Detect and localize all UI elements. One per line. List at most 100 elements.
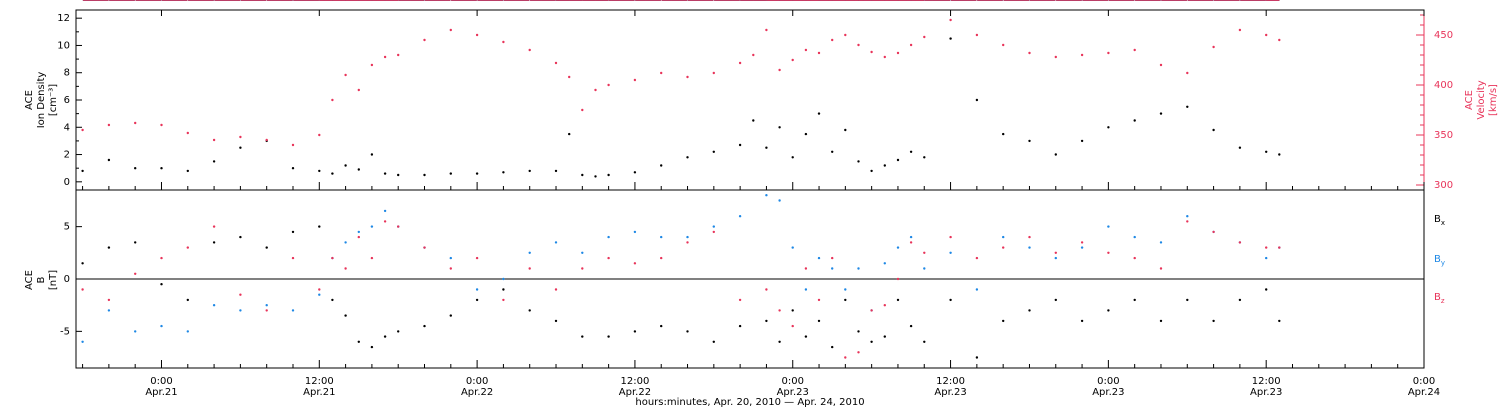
velocity-point-16 (423, 39, 425, 41)
velocity-point-39 (857, 44, 859, 46)
density-point-0 (81, 170, 83, 172)
bx-point-36 (857, 330, 859, 332)
bx-point-13 (371, 346, 373, 348)
density-point-53 (1160, 112, 1162, 114)
by-point-5 (213, 304, 215, 306)
bx-point-55 (1278, 320, 1280, 322)
bx-point-4 (187, 299, 189, 301)
bx-point-16 (423, 325, 425, 327)
density-point-31 (752, 119, 754, 121)
velocity-point-53 (1160, 64, 1162, 66)
velocity-point-49 (1055, 56, 1057, 58)
velocity-point-14 (384, 56, 386, 58)
density-point-51 (1107, 126, 1109, 128)
velocity-point-56 (1239, 29, 1241, 31)
density-point-44 (923, 156, 925, 158)
velocity-point-4 (187, 132, 189, 134)
velocity-point-3 (160, 124, 162, 126)
bx-point-35 (844, 299, 846, 301)
bx-point-25 (660, 325, 662, 327)
bx-point-22 (581, 335, 583, 337)
b-tick-label-0: 5 (64, 222, 70, 233)
velocity-point-44 (923, 36, 925, 38)
density-tick-label-0: 0 (64, 177, 70, 188)
by-point-14 (384, 210, 386, 212)
bx-point-31 (792, 309, 794, 311)
bx-point-9 (318, 225, 320, 227)
density-point-16 (423, 174, 425, 176)
bx-point-54 (1265, 288, 1267, 290)
velocity-point-28 (686, 76, 688, 78)
density-tick-label-5: 10 (57, 40, 70, 51)
density-point-55 (1212, 129, 1214, 131)
velocity-point-43 (910, 44, 912, 46)
density-tick-label-3: 6 (64, 95, 70, 106)
b-tick-label-1: 0 (64, 274, 70, 285)
bx-point-47 (1081, 320, 1083, 322)
density-point-2 (134, 167, 136, 169)
legend-by: By (1434, 254, 1445, 267)
density-point-11 (344, 164, 346, 166)
density-point-14 (384, 172, 386, 174)
velocity-point-52 (1134, 49, 1136, 51)
bx-point-46 (1055, 299, 1057, 301)
bx-point-18 (476, 299, 478, 301)
density-point-41 (884, 164, 886, 166)
by-point-7 (266, 304, 268, 306)
velocity-point-30 (739, 62, 741, 64)
velocity-point-24 (594, 89, 596, 91)
b-tick-label-2: -5 (60, 326, 70, 337)
bx-point-17 (450, 314, 452, 316)
density-point-47 (1002, 133, 1004, 135)
density-label-line2: Ion Density (36, 72, 47, 129)
by-point-0 (81, 341, 83, 343)
density-tick-label-4: 8 (64, 68, 70, 79)
density-point-5 (213, 160, 215, 162)
velocity-point-38 (844, 34, 846, 36)
by-point-12 (358, 231, 360, 233)
velocity-label-line3: [km/s] (1488, 84, 1499, 116)
density-point-48 (1028, 140, 1030, 142)
density-point-28 (686, 156, 688, 158)
velocity-point-58 (1278, 39, 1280, 41)
velocity-axis-label: ACE Velocity [km/s] (1464, 80, 1499, 119)
density-point-42 (897, 159, 899, 161)
density-point-18 (476, 172, 478, 174)
bx-point-20 (529, 309, 531, 311)
density-point-45 (949, 37, 951, 39)
bx-point-50 (1160, 320, 1162, 322)
velocity-point-11 (344, 74, 346, 76)
by-point-3 (160, 325, 162, 327)
velocity-point-29 (713, 72, 715, 74)
bx-point-45 (1028, 309, 1030, 311)
velocity-point-34 (792, 59, 794, 61)
by-point-1 (108, 309, 110, 311)
density-point-29 (713, 151, 715, 153)
density-point-4 (187, 170, 189, 172)
bx-point-40 (910, 325, 912, 327)
bx-point-26 (686, 330, 688, 332)
velocity-point-32 (765, 29, 767, 31)
bx-point-0 (81, 262, 83, 264)
velocity-point-55 (1212, 46, 1214, 48)
density-point-27 (660, 164, 662, 166)
velocity-point-42 (897, 52, 899, 54)
velocity-point-18 (476, 34, 478, 36)
velocity-point-26 (634, 79, 636, 81)
bx-point-11 (344, 314, 346, 316)
density-point-1 (108, 159, 110, 161)
bx-point-33 (818, 320, 820, 322)
velocity-point-5 (213, 139, 215, 141)
density-point-52 (1134, 119, 1136, 121)
bx-point-6 (239, 236, 241, 238)
density-tick-label-2: 4 (64, 122, 70, 133)
velocity-point-9 (318, 134, 320, 136)
by-point-17 (450, 257, 452, 259)
velocity-point-23 (581, 109, 583, 111)
density-point-8 (292, 167, 294, 169)
bx-point-42 (949, 299, 951, 301)
top-panel-frame (76, 10, 1424, 190)
density-point-38 (844, 129, 846, 131)
bx-point-27 (713, 341, 715, 343)
velocity-point-22 (568, 76, 570, 78)
